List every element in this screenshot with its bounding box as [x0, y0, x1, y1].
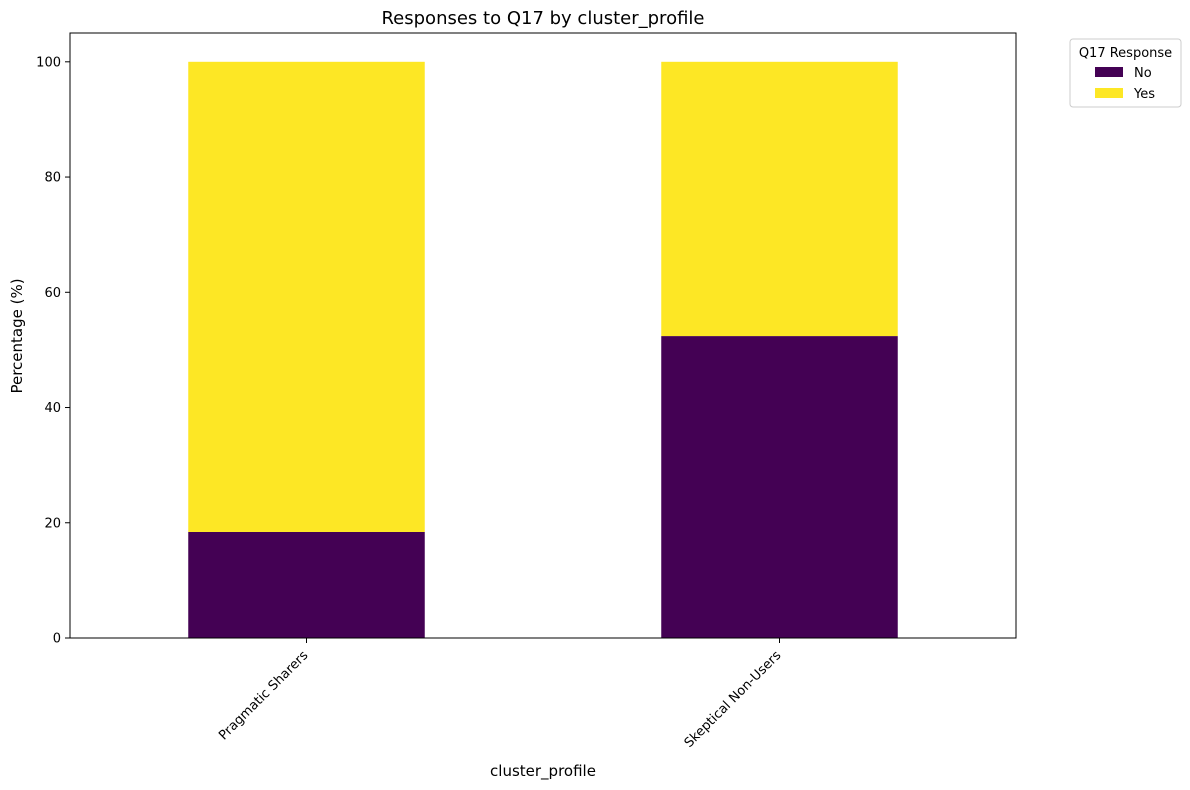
- legend-items: No Yes: [1095, 66, 1155, 102]
- legend-swatch-no: [1095, 67, 1123, 77]
- bar-yes-0: [188, 61, 425, 532]
- y-tick-label: 80: [44, 171, 61, 186]
- chart-title: Responses to Q17 by cluster_profile: [381, 8, 704, 29]
- y-tick-label: 40: [44, 401, 61, 416]
- legend-title: Q17 Response: [1079, 46, 1172, 61]
- x-tick-label: Skeptical Non-Users: [682, 648, 785, 751]
- plot-area: 0 20 40 60 80 100 Pragmatic Sharers Skeptical …: [36, 32, 1017, 751]
- legend-swatch-yes: [1095, 88, 1123, 98]
- bar-no-1: [661, 336, 898, 638]
- y-tick-label: 100: [36, 55, 61, 70]
- legend-label-no: No: [1134, 66, 1152, 81]
- x-axis-label: cluster_profile: [490, 762, 596, 781]
- bars-group: [188, 61, 898, 638]
- legend: Q17 Response No Yes: [1069, 38, 1182, 108]
- y-axis-label: Percentage (%): [8, 278, 26, 393]
- legend-label-yes: Yes: [1133, 87, 1155, 102]
- y-tick-label: 60: [44, 286, 61, 301]
- y-tick-label: 20: [44, 516, 61, 531]
- y-tick-label: 0: [53, 632, 61, 647]
- x-tick-label: Pragmatic Sharers: [216, 648, 311, 743]
- axes-frame: [69, 32, 1017, 639]
- bar-no-0: [188, 531, 425, 638]
- bar-yes-1: [661, 61, 898, 337]
- x-axis-ticks: Pragmatic Sharers Skeptical Non-Users: [216, 638, 784, 751]
- y-axis-ticks: 0 20 40 60 80 100: [36, 55, 70, 647]
